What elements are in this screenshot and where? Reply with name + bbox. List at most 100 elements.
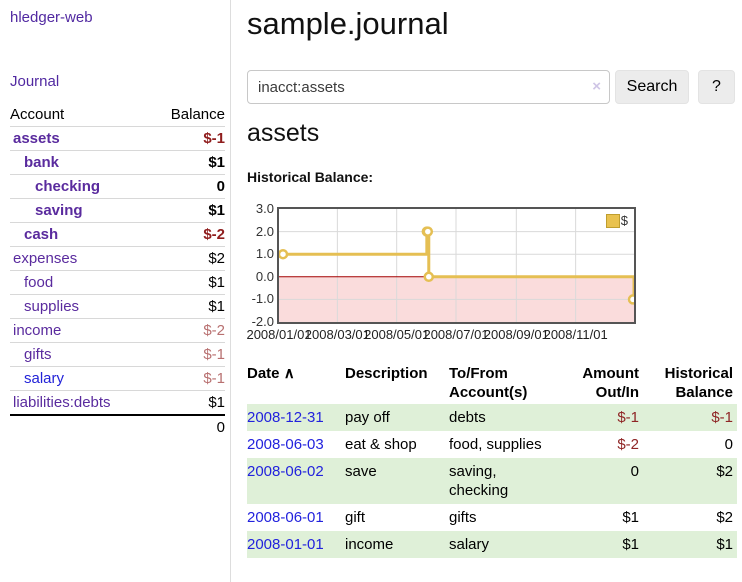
account-row: expenses $2 bbox=[10, 246, 225, 271]
data-point-marker bbox=[423, 271, 435, 283]
transaction-balance: $1 bbox=[716, 536, 733, 553]
transaction-description: income bbox=[345, 536, 394, 553]
y-axis-tick-label: -1.0 bbox=[251, 291, 274, 307]
transaction-account: debts bbox=[449, 409, 486, 426]
transaction-description: gift bbox=[345, 509, 366, 526]
transaction-balance: 0 bbox=[724, 436, 733, 453]
sidebar-item-journal[interactable]: Journal bbox=[10, 73, 60, 90]
transaction-amount: $-2 bbox=[617, 436, 639, 453]
transaction-description: eat & shop bbox=[345, 436, 417, 453]
account-link-checking[interactable]: checking bbox=[35, 178, 101, 195]
accounts-total-value: 0 bbox=[149, 414, 225, 439]
page-title: sample.journal bbox=[247, 6, 449, 41]
account-link-liabilities-debts[interactable]: liabilities:debts bbox=[13, 394, 111, 411]
search-input[interactable] bbox=[247, 70, 610, 104]
transaction-description: save bbox=[345, 463, 377, 480]
account-link-income[interactable]: income bbox=[13, 322, 62, 339]
search-button[interactable]: Search bbox=[615, 70, 689, 104]
x-axis-tick-label: 2008/01/01 bbox=[246, 327, 312, 342]
register-header-row: Date ∧ Description To/From Account(s) Am… bbox=[247, 362, 737, 404]
account-row: salary $-1 bbox=[10, 366, 225, 391]
historical-balance-chart: $ 3.0 2.0 1.0 0.0 -1.0 -2.0 2008/01/01 2008/03/… bbox=[246, 201, 739, 343]
chart-canvas bbox=[279, 209, 634, 322]
transaction-balance: $2 bbox=[716, 509, 733, 526]
y-axis-tick-label: 2.0 bbox=[255, 223, 274, 239]
register-row: 2008-06-03 eat & shop food, supplies $-2… bbox=[247, 431, 737, 458]
register-row: 2008-06-02 save saving, checking 0 $2 bbox=[247, 458, 737, 504]
data-point-marker bbox=[627, 294, 634, 305]
transaction-account: gifts bbox=[449, 509, 477, 526]
historical-balance-label: Historical Balance: bbox=[247, 169, 374, 185]
register-row: 2008-06-01 gift gifts $1 $2 bbox=[247, 504, 737, 531]
help-button[interactable]: ? bbox=[698, 70, 735, 104]
account-balance: $1 bbox=[149, 198, 225, 223]
account-link-gifts[interactable]: gifts bbox=[24, 346, 52, 363]
y-axis-tick-label: 1.0 bbox=[255, 246, 274, 262]
account-balance: $-1 bbox=[149, 126, 225, 151]
data-point-marker bbox=[422, 226, 434, 237]
account-row: food $1 bbox=[10, 270, 225, 295]
transaction-date-link[interactable]: 2008-01-01 bbox=[247, 536, 324, 553]
account-row: liabilities:debts $1 bbox=[10, 390, 225, 415]
account-link-cash[interactable]: cash bbox=[24, 226, 59, 243]
account-link-assets[interactable]: assets bbox=[13, 130, 60, 147]
app-brand-link[interactable]: hledger-web bbox=[10, 9, 93, 26]
register-col-description: Description bbox=[345, 365, 428, 382]
account-balance: $1 bbox=[149, 294, 225, 319]
register-col-date[interactable]: Date ∧ bbox=[247, 365, 295, 382]
account-balance: $1 bbox=[149, 390, 225, 415]
transaction-amount: $-1 bbox=[617, 409, 639, 426]
account-balance: $-2 bbox=[149, 222, 225, 247]
chart-plot-area: $ bbox=[277, 207, 636, 324]
transaction-date-link[interactable]: 2008-12-31 bbox=[247, 409, 324, 426]
transaction-balance: $2 bbox=[716, 463, 733, 480]
x-axis-tick-label: 2008/05/01 bbox=[364, 327, 430, 342]
register-row: 2008-12-31 pay off debts $-1 $-1 bbox=[247, 404, 737, 431]
account-balance: 0 bbox=[149, 174, 225, 199]
account-row: cash $-2 bbox=[10, 222, 225, 247]
register-col-amount: Amount Out/In bbox=[582, 365, 639, 401]
account-row: checking 0 bbox=[10, 174, 225, 199]
transaction-date-link[interactable]: 2008-06-02 bbox=[247, 463, 324, 480]
search-bar: × Search ? bbox=[247, 70, 739, 104]
transaction-date-link[interactable]: 2008-06-03 bbox=[247, 436, 324, 453]
x-axis-tick-label: 2008/11/01 bbox=[543, 327, 608, 342]
account-link-salary[interactable]: salary bbox=[24, 370, 65, 387]
accounts-table-header: Account Balance bbox=[10, 104, 225, 127]
legend-label: $ bbox=[620, 213, 628, 228]
x-axis-tick-label: 2008/09/01 bbox=[483, 327, 549, 342]
account-row: gifts $-1 bbox=[10, 342, 225, 367]
chart-legend: $ bbox=[605, 213, 628, 228]
transaction-amount: 0 bbox=[630, 463, 639, 480]
accounts-total-row: 0 bbox=[10, 414, 225, 439]
account-link-supplies[interactable]: supplies bbox=[24, 298, 80, 315]
accounts-col-account: Account bbox=[10, 106, 65, 123]
account-link-expenses[interactable]: expenses bbox=[13, 250, 78, 267]
account-balance: $1 bbox=[149, 270, 225, 295]
account-row: saving $1 bbox=[10, 198, 225, 223]
transaction-date-link[interactable]: 2008-06-01 bbox=[247, 509, 324, 526]
register-table: Date ∧ Description To/From Account(s) Am… bbox=[247, 362, 737, 558]
account-link-saving[interactable]: saving bbox=[35, 202, 83, 219]
accounts-table: Account Balance assets $-1 bank $1 check… bbox=[10, 104, 225, 439]
legend-swatch-icon bbox=[605, 214, 620, 228]
transaction-amount: $1 bbox=[622, 536, 639, 553]
account-row: income $-2 bbox=[10, 318, 225, 343]
account-page-title: assets bbox=[247, 119, 320, 147]
account-link-food[interactable]: food bbox=[24, 274, 54, 291]
x-axis-tick-label: 2008/03/01 bbox=[304, 327, 370, 342]
account-balance: $-1 bbox=[149, 342, 225, 367]
sort-ascending-icon[interactable]: ∧ bbox=[283, 365, 295, 382]
register-col-balance: Historical Balance bbox=[664, 365, 733, 401]
account-link-bank[interactable]: bank bbox=[24, 154, 60, 171]
clear-search-icon[interactable]: × bbox=[592, 78, 601, 95]
transaction-amount: $1 bbox=[622, 509, 639, 526]
accounts-col-balance: Balance bbox=[170, 106, 225, 123]
transaction-account: salary bbox=[449, 536, 490, 553]
register-row: 2008-01-01 income salary $1 $1 bbox=[247, 531, 737, 558]
register-col-account: To/From Account(s) bbox=[449, 365, 528, 401]
x-axis-tick-label: 2008/07/01 bbox=[423, 327, 489, 342]
account-balance: $1 bbox=[149, 150, 225, 175]
y-axis-tick-label: -2.0 bbox=[251, 314, 274, 329]
data-point-marker bbox=[279, 248, 289, 260]
